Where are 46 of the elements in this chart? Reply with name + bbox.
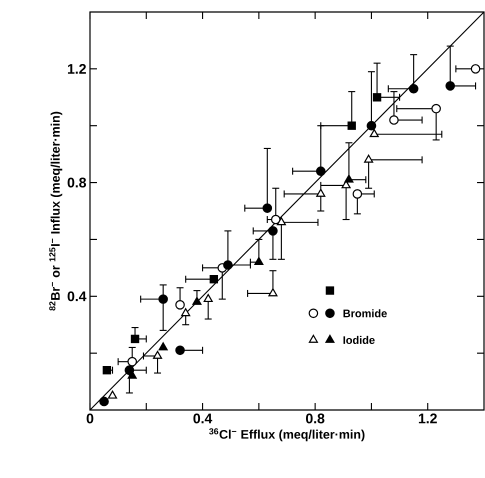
point	[175, 346, 185, 356]
x-tick-label: 0.4	[193, 414, 212, 424]
point	[276, 217, 286, 226]
x-tick-label: 1.2	[418, 414, 437, 424]
point	[158, 294, 168, 304]
point	[127, 356, 137, 366]
point	[364, 154, 374, 163]
point	[366, 120, 376, 130]
point	[223, 260, 233, 270]
point	[102, 366, 112, 374]
point	[344, 174, 354, 183]
point	[270, 214, 281, 224]
point	[181, 308, 190, 316]
point	[175, 300, 185, 310]
y-tick-label: 0.4	[68, 291, 86, 302]
point	[204, 294, 213, 302]
legend-label: Iodide	[343, 336, 375, 344]
point	[192, 296, 202, 305]
point	[316, 166, 326, 176]
point	[262, 203, 272, 213]
legend-label: Bromide	[343, 309, 387, 318]
point	[316, 188, 326, 197]
point	[348, 122, 356, 130]
point	[130, 334, 140, 344]
point	[152, 350, 162, 359]
x-axis-title: $^{36}$Cl$^{−}$ Efflux (meq/liter·min)	[209, 428, 364, 442]
point	[254, 256, 264, 266]
point	[99, 396, 109, 406]
x-tick-label: 0.8	[306, 414, 324, 424]
point	[389, 115, 399, 125]
point	[352, 189, 362, 199]
point	[370, 129, 379, 138]
point	[158, 342, 168, 350]
point	[408, 84, 418, 94]
x-tick-label: 0	[86, 414, 94, 424]
y-tick-label: 1.2	[68, 64, 86, 74]
point	[431, 104, 441, 114]
point	[445, 81, 456, 91]
point	[268, 288, 278, 296]
y-axis-title: $^{82}$Br$^{−}$ or $^{125}$I$^{−}$ Influx (meq/liter·min)	[49, 112, 62, 311]
point	[470, 64, 480, 74]
point	[210, 275, 218, 284]
point	[108, 390, 118, 399]
point	[372, 93, 382, 102]
y-tick-label: 0.8	[68, 178, 86, 188]
point	[268, 226, 278, 236]
